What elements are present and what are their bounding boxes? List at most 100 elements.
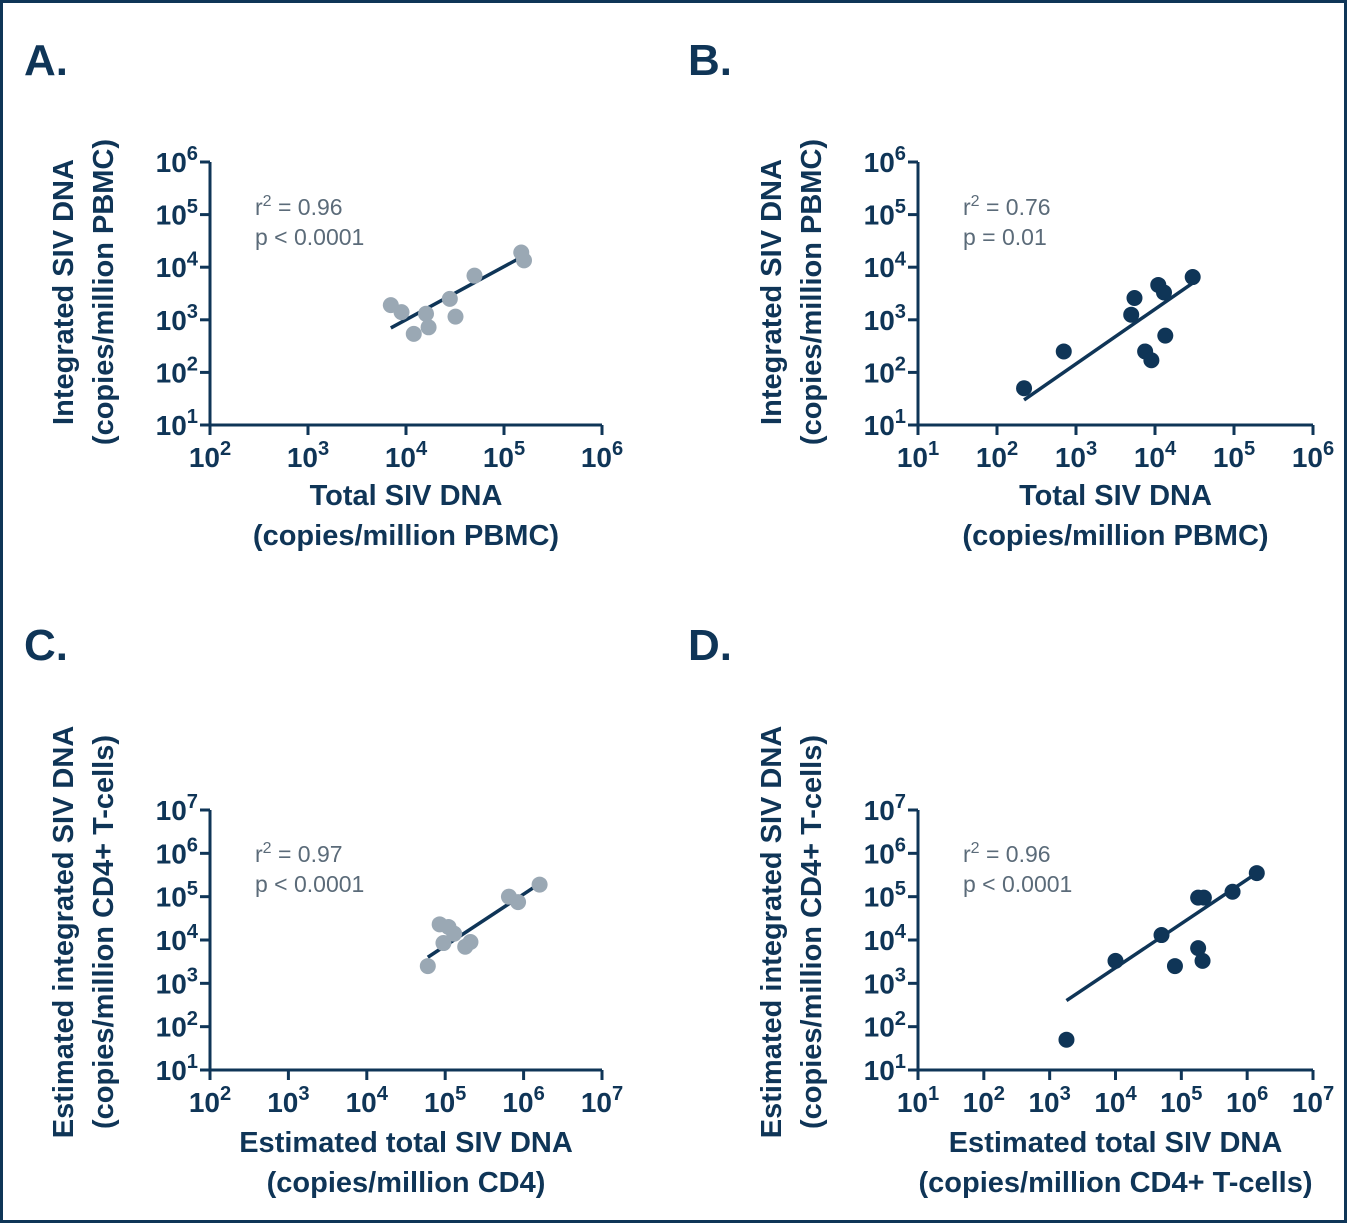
x-tick-label: 103 (267, 1083, 309, 1118)
x-axis-title: (copies/million CD4) (267, 1167, 546, 1199)
x-tick-label: 105 (1160, 1083, 1202, 1118)
x-tick-label: 104 (1134, 438, 1177, 473)
regression-line (389, 254, 525, 330)
y-axis-title: Integrated SIV DNA (48, 159, 80, 425)
data-point (1153, 927, 1170, 944)
data-point (1248, 865, 1265, 882)
panel-label: A. (24, 36, 68, 85)
y-axis-title: Estimated integrated SIV DNA (48, 726, 80, 1139)
data-point (466, 267, 483, 284)
y-tick-label: 105 (156, 878, 198, 913)
data-point (1016, 380, 1033, 397)
y-tick-label: 104 (864, 921, 907, 956)
y-tick-label: 106 (864, 143, 906, 178)
data-point (1195, 889, 1212, 906)
x-tick-label: 106 (502, 1083, 544, 1118)
data-point (1224, 883, 1241, 900)
x-tick-label: 101 (897, 1083, 939, 1118)
y-tick-label: 106 (156, 143, 198, 178)
data-point (1190, 940, 1207, 957)
data-point (1123, 306, 1140, 323)
x-axis-title: (copies/million PBMC) (253, 520, 559, 552)
x-tick-label: 107 (1292, 1083, 1334, 1118)
y-tick-label: 107 (864, 791, 906, 826)
y-axis-title: (copies/million PBMC) (796, 139, 828, 445)
panel-label: C. (24, 621, 68, 670)
y-tick-label: 105 (864, 196, 906, 231)
x-tick-label: 102 (976, 438, 1018, 473)
x-tick-label: 103 (1055, 438, 1097, 473)
y-tick-label: 104 (156, 921, 199, 956)
data-point (420, 319, 437, 336)
y-tick-label: 106 (156, 835, 198, 870)
r-squared-label: r2 = 0.96 (255, 193, 343, 220)
data-point (1143, 352, 1160, 369)
x-tick-label: 105 (483, 438, 525, 473)
r-squared-label: r2 = 0.97 (255, 840, 343, 867)
x-tick-label: 106 (581, 438, 623, 473)
y-tick-label: 103 (156, 301, 198, 336)
x-tick-label: 104 (1094, 1083, 1137, 1118)
p-value-label: p = 0.01 (963, 224, 1047, 250)
r-squared-label: r2 = 0.76 (963, 193, 1051, 220)
x-axis-title: Total SIV DNA (310, 480, 503, 512)
y-tick-label: 103 (864, 965, 906, 1000)
y-axis-title: Integrated SIV DNA (756, 159, 788, 425)
x-tick-label: 105 (424, 1083, 466, 1118)
chart-panel-c: C.102 103 104 105 106 10710110210310410510610… (24, 621, 623, 1199)
x-tick-label: 102 (189, 1083, 231, 1118)
panel-label: B. (688, 36, 732, 85)
y-axis-title: (copies/million PBMC) (88, 139, 120, 445)
data-point (1156, 284, 1173, 301)
data-point (1107, 952, 1124, 969)
data-point (531, 876, 548, 893)
data-point (510, 894, 527, 911)
y-tick-label: 105 (156, 196, 198, 231)
y-tick-label: 101 (156, 1051, 198, 1086)
chart-panel-d: D. 101 102 103 104 105 106 107 101 102 103 104 105 10… (688, 621, 1334, 1199)
data-point (419, 958, 436, 975)
data-point (441, 290, 458, 307)
chart-panel-b: B. 101 102 103 104 105 106 101 102 103 104 105 106 To… (688, 36, 1334, 552)
y-axis-title: (copies/million CD4+ T-cells) (796, 735, 828, 1129)
data-point (447, 308, 464, 325)
y-tick-label: 106 (864, 835, 906, 870)
p-value-label: p < 0.0001 (255, 871, 364, 897)
x-axis-title: (copies/million PBMC) (962, 520, 1268, 552)
data-point (405, 325, 422, 342)
panel-label: D. (688, 621, 732, 670)
p-value-label: p < 0.0001 (255, 224, 364, 250)
y-tick-label: 104 (864, 248, 907, 283)
x-axis-title: Estimated total SIV DNA (239, 1127, 573, 1159)
x-tick-label: 103 (1028, 1083, 1070, 1118)
data-point (418, 305, 435, 322)
y-tick-label: 101 (864, 1051, 906, 1086)
data-point (1126, 289, 1143, 306)
data-point (1058, 1031, 1075, 1048)
y-tick-label: 102 (156, 354, 198, 389)
x-tick-label: 105 (1213, 438, 1255, 473)
data-point (462, 933, 479, 950)
x-tick-label: 102 (963, 1083, 1005, 1118)
y-tick-label: 105 (864, 878, 906, 913)
data-point (435, 935, 452, 952)
x-tick-label: 103 (287, 438, 329, 473)
p-value-label: p < 0.0001 (963, 871, 1072, 897)
x-tick-label: 101 (897, 438, 939, 473)
x-tick-label: 106 (1292, 438, 1334, 473)
regression-line (1023, 281, 1194, 402)
x-tick-label: 102 (189, 438, 231, 473)
data-point (1194, 952, 1211, 969)
x-tick-label: 104 (385, 438, 428, 473)
y-tick-label: 102 (156, 1008, 198, 1043)
y-tick-label: 102 (864, 1008, 906, 1043)
x-axis-title: Total SIV DNA (1019, 480, 1212, 512)
data-point (393, 304, 410, 321)
y-tick-label: 103 (864, 301, 906, 336)
data-point (1166, 958, 1183, 975)
data-point (1055, 343, 1072, 360)
x-tick-label: 106 (1226, 1083, 1268, 1118)
y-axis-title: (copies/million CD4+ T-cells) (88, 735, 120, 1129)
data-point (446, 925, 463, 942)
